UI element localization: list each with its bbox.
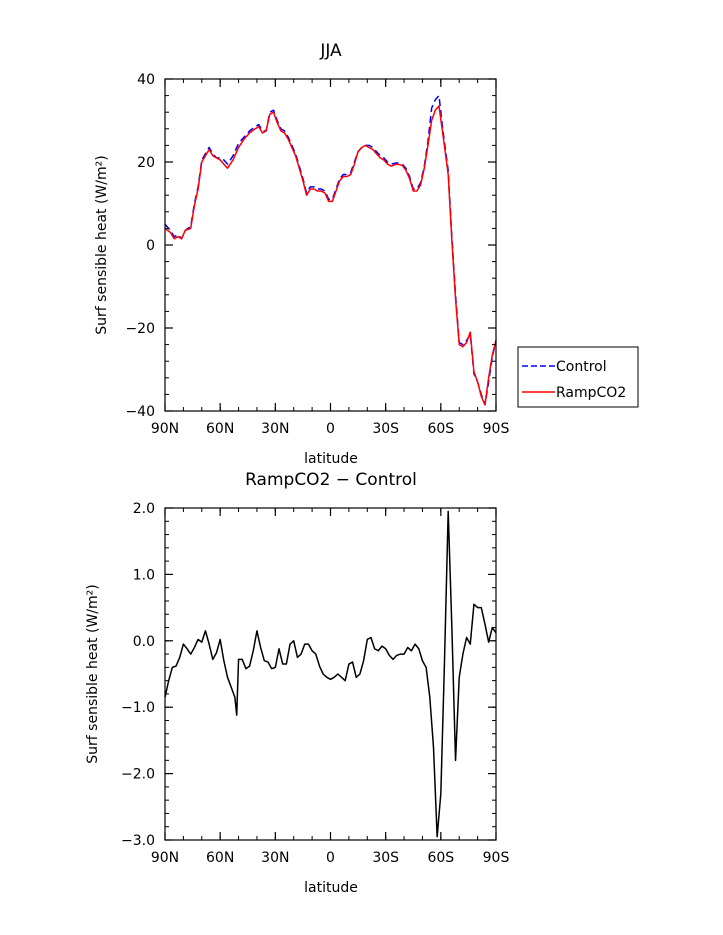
x-tick-label: 30S — [372, 421, 399, 437]
bottom-y-axis-label: Surf sensible heat (W/m²) — [85, 584, 101, 763]
x-tick-label: 30S — [372, 850, 399, 866]
series-line-difference — [164, 510, 497, 838]
y-tick-label: −20 — [125, 321, 155, 337]
top-chart-title: JJA — [319, 41, 342, 61]
top-chart-marks — [164, 94, 497, 406]
y-tick-label: −1.0 — [121, 700, 155, 716]
top-plot-frame — [164, 78, 497, 412]
y-tick-label: 1.0 — [133, 567, 155, 583]
y-tick-label: 0 — [146, 238, 155, 254]
legend: Control RampCO2 — [517, 346, 639, 408]
legend-control-label: Control — [556, 359, 607, 375]
y-tick-label: 20 — [137, 155, 155, 171]
x-tick-label: 90S — [483, 421, 510, 437]
legend-rampco2-label: RampCO2 — [556, 385, 626, 401]
x-tick-label: 60N — [206, 421, 234, 437]
top-y-axis-label: Surf sensible heat (W/m²) — [94, 155, 110, 334]
bottom-panel: RampCO2 − Control 2.01.00.0−1.0−2.0−3.09… — [85, 470, 509, 896]
x-tick-label: 90N — [151, 421, 179, 437]
bottom-chart-title: RampCO2 − Control — [245, 470, 417, 490]
series-line-rampco2 — [164, 105, 497, 406]
top-x-axis-label: latitude — [304, 451, 358, 467]
y-tick-label: 2.0 — [133, 501, 155, 517]
x-tick-label: 60S — [427, 421, 454, 437]
y-tick-label: 40 — [137, 72, 155, 88]
y-tick-label: −3.0 — [121, 833, 155, 849]
x-tick-label: 90N — [151, 850, 179, 866]
y-tick-label: 0.0 — [133, 634, 155, 650]
legend-box — [517, 346, 639, 408]
series-line-control — [164, 94, 497, 406]
y-tick-label: −40 — [125, 404, 155, 420]
x-tick-label: 30N — [261, 850, 289, 866]
y-tick-label: −2.0 — [121, 767, 155, 783]
x-tick-label: 90S — [483, 850, 510, 866]
x-tick-label: 60N — [206, 850, 234, 866]
x-tick-label: 0 — [326, 850, 335, 866]
x-tick-label: 60S — [427, 850, 454, 866]
bottom-chart-marks — [164, 510, 497, 838]
bottom-x-axis-label: latitude — [304, 880, 358, 896]
x-tick-label: 30N — [261, 421, 289, 437]
x-tick-label: 0 — [326, 421, 335, 437]
